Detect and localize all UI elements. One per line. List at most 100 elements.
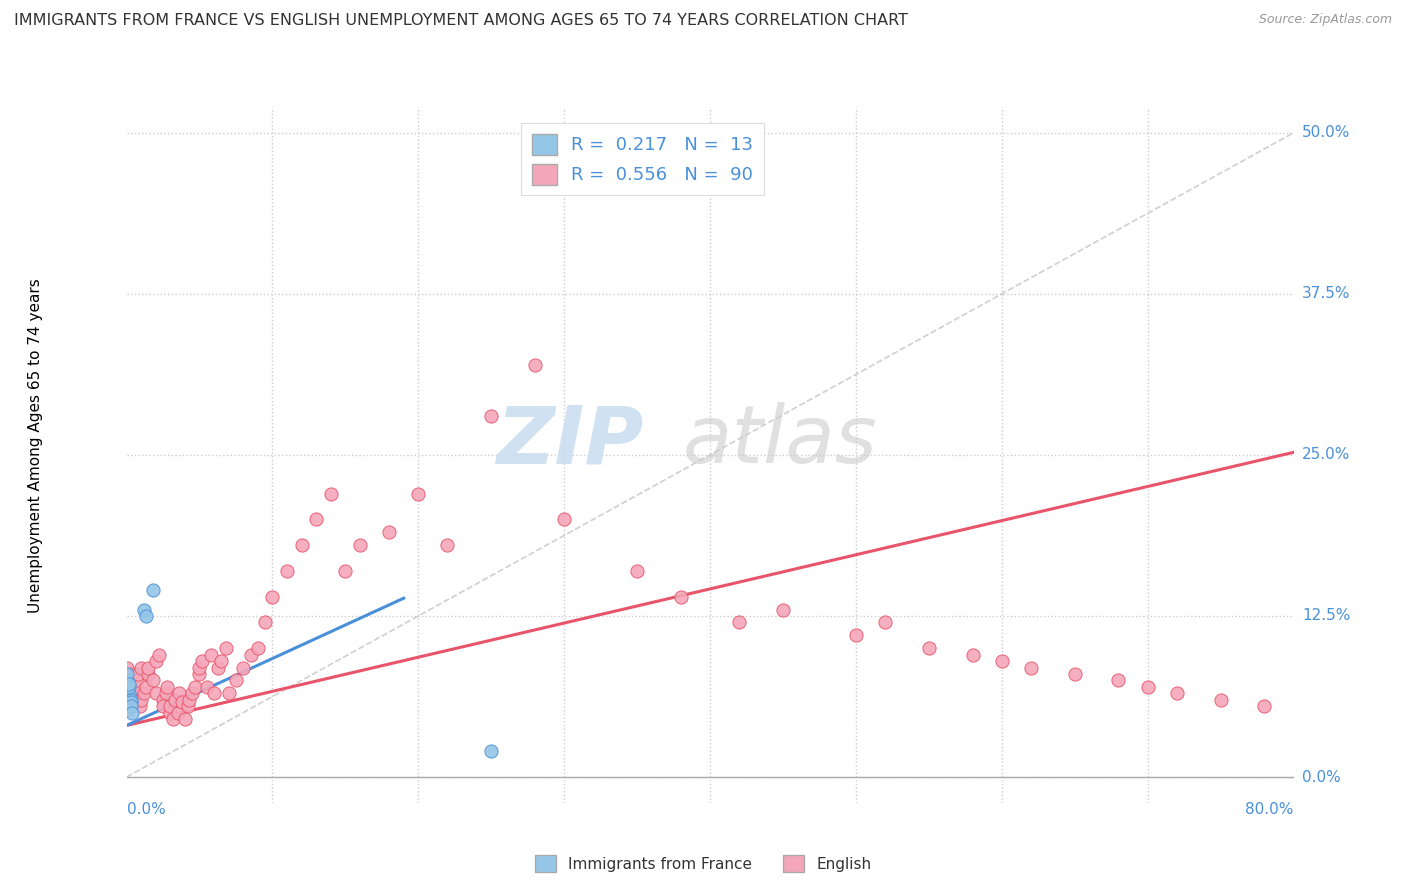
Point bbox=[1253, 699, 1275, 714]
Text: Unemployment Among Ages 65 to 74 years: Unemployment Among Ages 65 to 74 years bbox=[28, 278, 42, 614]
Point bbox=[115, 667, 138, 681]
Point bbox=[120, 692, 142, 706]
Point bbox=[155, 686, 177, 700]
Point bbox=[118, 677, 141, 691]
Point bbox=[115, 667, 138, 681]
Text: 25.0%: 25.0% bbox=[1302, 448, 1350, 462]
Point bbox=[188, 667, 211, 681]
Point bbox=[218, 686, 240, 700]
Point bbox=[524, 358, 547, 372]
Point bbox=[262, 590, 284, 604]
Point bbox=[122, 686, 145, 700]
Point bbox=[115, 692, 138, 706]
Point bbox=[990, 654, 1012, 668]
Point bbox=[115, 703, 138, 717]
Text: 37.5%: 37.5% bbox=[1302, 286, 1350, 301]
Point bbox=[162, 712, 184, 726]
Point bbox=[118, 692, 141, 706]
Point bbox=[918, 641, 941, 656]
Point bbox=[159, 699, 181, 714]
Point bbox=[181, 686, 204, 700]
Point bbox=[290, 538, 312, 552]
Point bbox=[215, 641, 238, 656]
Point bbox=[152, 699, 174, 714]
Point bbox=[127, 667, 149, 681]
Point bbox=[184, 680, 207, 694]
Point bbox=[159, 706, 181, 720]
Point bbox=[209, 654, 232, 668]
Point bbox=[728, 615, 751, 630]
Legend: Immigrants from France, English: Immigrants from France, English bbox=[527, 847, 879, 880]
Point bbox=[349, 538, 371, 552]
Point bbox=[191, 654, 214, 668]
Point bbox=[138, 660, 160, 674]
Point bbox=[129, 692, 152, 706]
Point bbox=[142, 673, 165, 688]
Text: IMMIGRANTS FROM FRANCE VS ENGLISH UNEMPLOYMENT AMONG AGES 65 TO 74 YEARS CORRELA: IMMIGRANTS FROM FRANCE VS ENGLISH UNEMPL… bbox=[14, 13, 908, 29]
Point bbox=[436, 538, 458, 552]
Point bbox=[120, 680, 142, 694]
Point bbox=[115, 673, 138, 688]
Point bbox=[479, 409, 502, 424]
Point bbox=[115, 660, 138, 674]
Point bbox=[378, 525, 401, 540]
Point bbox=[120, 695, 142, 709]
Point bbox=[188, 660, 211, 674]
Point bbox=[1209, 692, 1232, 706]
Text: 0.0%: 0.0% bbox=[1302, 770, 1340, 785]
Point bbox=[553, 512, 575, 526]
Point bbox=[166, 706, 188, 720]
Point bbox=[207, 660, 229, 674]
Point bbox=[156, 680, 179, 694]
Point bbox=[174, 712, 197, 726]
Point bbox=[138, 667, 160, 681]
Point bbox=[118, 686, 141, 700]
Point bbox=[167, 686, 190, 700]
Point bbox=[1063, 667, 1085, 681]
Point bbox=[163, 692, 186, 706]
Point bbox=[254, 615, 277, 630]
Point bbox=[118, 686, 141, 700]
Point bbox=[129, 660, 152, 674]
Point bbox=[669, 590, 692, 604]
Point bbox=[120, 699, 142, 714]
Text: 12.5%: 12.5% bbox=[1302, 608, 1350, 624]
Point bbox=[124, 680, 146, 694]
Point bbox=[115, 680, 138, 694]
Point bbox=[152, 692, 174, 706]
Point bbox=[120, 699, 142, 714]
Point bbox=[132, 686, 155, 700]
Point bbox=[118, 680, 141, 694]
Point bbox=[319, 486, 342, 500]
Point bbox=[772, 602, 794, 616]
Legend: R =  0.217   N =  13, R =  0.556   N =  90: R = 0.217 N = 13, R = 0.556 N = 90 bbox=[520, 123, 763, 195]
Point bbox=[232, 660, 254, 674]
Point bbox=[875, 615, 897, 630]
Point bbox=[115, 677, 138, 691]
Point bbox=[276, 564, 298, 578]
Point bbox=[132, 602, 155, 616]
Point bbox=[125, 673, 148, 688]
Point bbox=[1166, 686, 1188, 700]
Point bbox=[305, 512, 328, 526]
Point bbox=[408, 486, 430, 500]
Point bbox=[479, 744, 502, 758]
Point bbox=[845, 628, 868, 642]
Point bbox=[202, 686, 225, 700]
Point bbox=[134, 680, 156, 694]
Point bbox=[179, 692, 201, 706]
Point bbox=[142, 583, 165, 598]
Point bbox=[115, 686, 138, 700]
Text: Source: ZipAtlas.com: Source: ZipAtlas.com bbox=[1258, 13, 1392, 27]
Point bbox=[626, 564, 648, 578]
Point bbox=[200, 648, 222, 662]
Point bbox=[335, 564, 357, 578]
Point bbox=[115, 695, 138, 709]
Point bbox=[1019, 660, 1042, 674]
Point bbox=[246, 641, 269, 656]
Text: ZIP: ZIP bbox=[496, 402, 644, 480]
Point bbox=[148, 648, 170, 662]
Point bbox=[195, 680, 218, 694]
Point bbox=[115, 673, 138, 688]
Point bbox=[145, 686, 167, 700]
